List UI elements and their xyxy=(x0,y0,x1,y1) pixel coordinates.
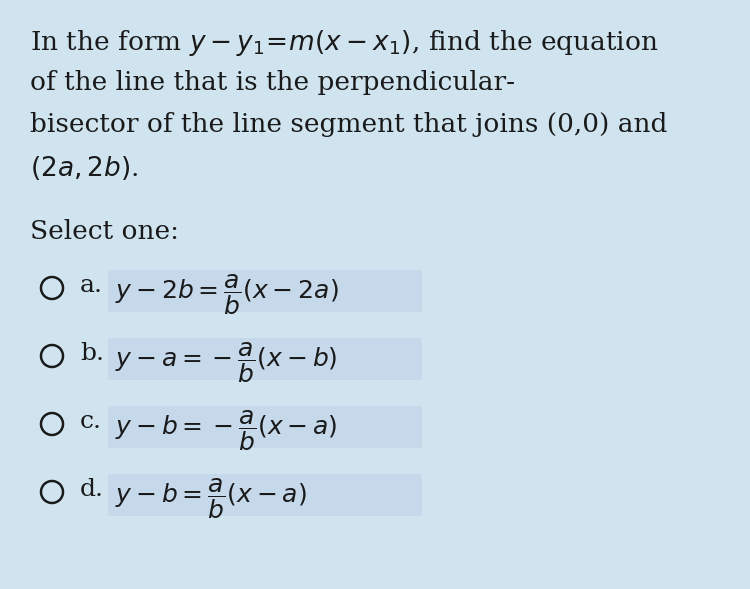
Text: $(2a,2b)$.: $(2a,2b)$. xyxy=(30,154,139,182)
Text: In the form $y-y_1\!=\!m(x-x_1)$, find the equation: In the form $y-y_1\!=\!m(x-x_1)$, find t… xyxy=(30,28,658,58)
Text: Select one:: Select one: xyxy=(30,219,179,244)
FancyBboxPatch shape xyxy=(108,338,422,380)
Text: $y-b=-\dfrac{a}{b}(x-a)$: $y-b=-\dfrac{a}{b}(x-a)$ xyxy=(115,408,338,453)
Text: $y-b=\dfrac{a}{b}(x-a)$: $y-b=\dfrac{a}{b}(x-a)$ xyxy=(115,476,307,521)
FancyBboxPatch shape xyxy=(108,474,422,516)
Text: $y-2b=\dfrac{a}{b}(x-2a)$: $y-2b=\dfrac{a}{b}(x-2a)$ xyxy=(115,272,339,317)
FancyBboxPatch shape xyxy=(108,406,422,448)
Text: d.: d. xyxy=(80,478,104,501)
Text: c.: c. xyxy=(80,410,102,433)
Text: bisector of the line segment that joins (0,0) and: bisector of the line segment that joins … xyxy=(30,112,668,137)
FancyBboxPatch shape xyxy=(108,270,422,312)
Text: b.: b. xyxy=(80,342,104,365)
Text: of the line that is the perpendicular-: of the line that is the perpendicular- xyxy=(30,70,515,95)
Text: $y-a=-\dfrac{a}{b}(x-b)$: $y-a=-\dfrac{a}{b}(x-b)$ xyxy=(115,340,338,385)
Text: a.: a. xyxy=(80,274,103,297)
